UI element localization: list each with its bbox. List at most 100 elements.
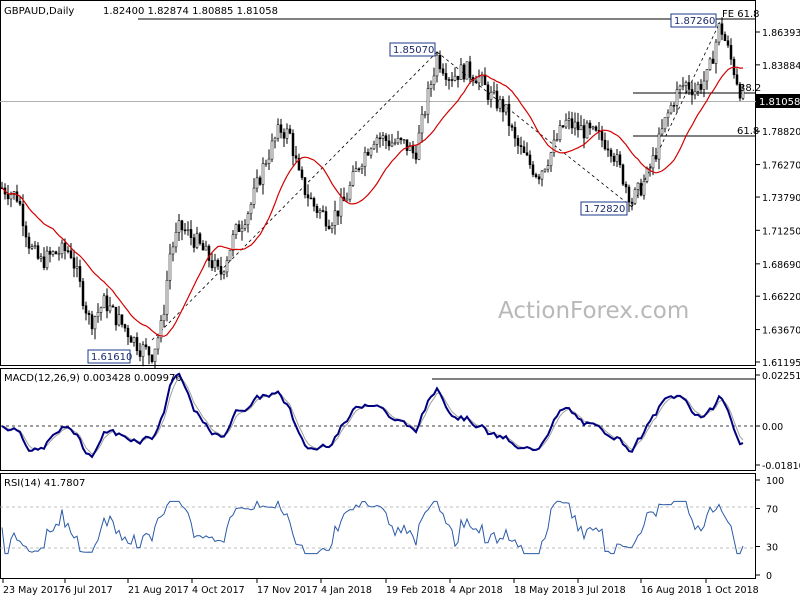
candle-body bbox=[30, 246, 34, 249]
candle-body bbox=[420, 114, 424, 134]
candle-body bbox=[681, 85, 685, 87]
candle-body bbox=[510, 125, 514, 128]
candle-body bbox=[456, 75, 460, 80]
candle-body bbox=[21, 203, 25, 227]
candle-body bbox=[669, 105, 673, 114]
candle-body bbox=[651, 155, 655, 169]
candle-body bbox=[606, 148, 610, 151]
candle-body bbox=[339, 196, 343, 217]
candle-body bbox=[348, 185, 352, 200]
candle-body bbox=[273, 137, 277, 142]
candle-body bbox=[546, 165, 550, 170]
candle-body bbox=[417, 132, 421, 160]
candle-body bbox=[294, 155, 298, 159]
x-tick-label: 19 Feb 2018 bbox=[386, 585, 445, 596]
candle-body bbox=[276, 124, 280, 139]
candle-body bbox=[234, 224, 238, 235]
moving-average-line bbox=[1, 66, 744, 337]
candle-body bbox=[627, 186, 631, 203]
candle-body bbox=[450, 79, 454, 81]
candle-body bbox=[612, 155, 616, 162]
candle-body bbox=[72, 257, 76, 269]
candle-body bbox=[696, 84, 700, 92]
candle-body bbox=[576, 121, 580, 131]
candle-body bbox=[78, 266, 82, 282]
candle-body bbox=[591, 126, 595, 129]
candle-body bbox=[354, 168, 358, 172]
candle-body bbox=[93, 316, 97, 330]
rsi-tick-label: 0 bbox=[766, 571, 772, 582]
candle-body bbox=[39, 256, 43, 259]
candle-body bbox=[129, 336, 133, 343]
candle-body bbox=[579, 125, 583, 131]
candles-group bbox=[0, 17, 745, 369]
current-price-value: 1.81058 bbox=[759, 97, 800, 108]
macd-title: MACD(12,26,9) 0.003428 0.009976 bbox=[4, 373, 182, 384]
candle-body bbox=[639, 182, 643, 196]
candle-body bbox=[552, 139, 556, 153]
candle-body bbox=[189, 229, 193, 238]
candle-body bbox=[528, 154, 532, 165]
label-low1: 1.61610 bbox=[87, 349, 132, 364]
x-tick-label: 4 Oct 2017 bbox=[192, 585, 245, 596]
price-tick-label: 1.66220 bbox=[762, 292, 800, 303]
candle-body bbox=[378, 137, 382, 140]
candle-body bbox=[531, 164, 535, 175]
candle-body bbox=[477, 76, 481, 84]
candle-body bbox=[267, 158, 271, 164]
candle-body bbox=[75, 266, 79, 269]
candle-body bbox=[99, 307, 103, 313]
candle-body bbox=[525, 152, 529, 156]
candle-body bbox=[468, 61, 472, 78]
candle-body bbox=[315, 206, 319, 213]
candle-body bbox=[279, 124, 283, 133]
candle-body bbox=[741, 88, 745, 99]
candle-body bbox=[327, 225, 331, 229]
candle-body bbox=[624, 183, 628, 188]
candle-body bbox=[483, 74, 487, 86]
candle-body bbox=[360, 165, 364, 170]
candle-body bbox=[213, 259, 217, 269]
candle-body bbox=[729, 45, 733, 60]
label-high1-text: 1.85070 bbox=[393, 45, 434, 56]
candle-body bbox=[117, 314, 121, 326]
candle-body bbox=[534, 174, 538, 178]
candle-body bbox=[381, 135, 385, 139]
candle-body bbox=[465, 61, 469, 80]
candle-body bbox=[519, 145, 523, 148]
candle-body bbox=[318, 210, 322, 213]
price-tick-label: 1.61195 bbox=[762, 358, 800, 369]
candle-body bbox=[138, 350, 142, 357]
candle-body bbox=[105, 295, 109, 312]
label-fe618: FE 61.8 bbox=[722, 9, 760, 20]
candle-body bbox=[54, 251, 58, 255]
price-tick-label: 1.63670 bbox=[762, 326, 800, 337]
candle-body bbox=[357, 168, 361, 170]
label-high2-text: 1.87260 bbox=[674, 16, 715, 27]
price-tick-label: 1.86393 bbox=[762, 28, 800, 39]
candle-body bbox=[285, 128, 289, 139]
x-tick-label: 18 May 2018 bbox=[514, 585, 576, 596]
candle-body bbox=[444, 73, 448, 80]
candle-body bbox=[9, 194, 13, 200]
trend-line-3 bbox=[631, 21, 721, 208]
label-fib382: 38.2 bbox=[739, 83, 761, 94]
candle-body bbox=[222, 271, 226, 275]
candle-body bbox=[27, 236, 31, 249]
candle-body bbox=[636, 182, 640, 190]
candle-body bbox=[141, 344, 145, 357]
candle-body bbox=[678, 85, 682, 90]
x-tick-label: 17 Nov 2017 bbox=[257, 585, 318, 596]
price-tick-label: 1.78820 bbox=[762, 127, 800, 138]
candle-body bbox=[333, 210, 337, 226]
candle-body bbox=[270, 140, 274, 160]
candle-body bbox=[225, 260, 229, 273]
candle-body bbox=[708, 58, 712, 70]
rsi-panel bbox=[0, 473, 756, 579]
candle-body bbox=[195, 233, 199, 248]
candle-body bbox=[15, 191, 19, 202]
candle-body bbox=[414, 152, 418, 160]
candle-body bbox=[570, 118, 574, 129]
candle-body bbox=[687, 82, 691, 90]
candle-body bbox=[177, 220, 181, 233]
